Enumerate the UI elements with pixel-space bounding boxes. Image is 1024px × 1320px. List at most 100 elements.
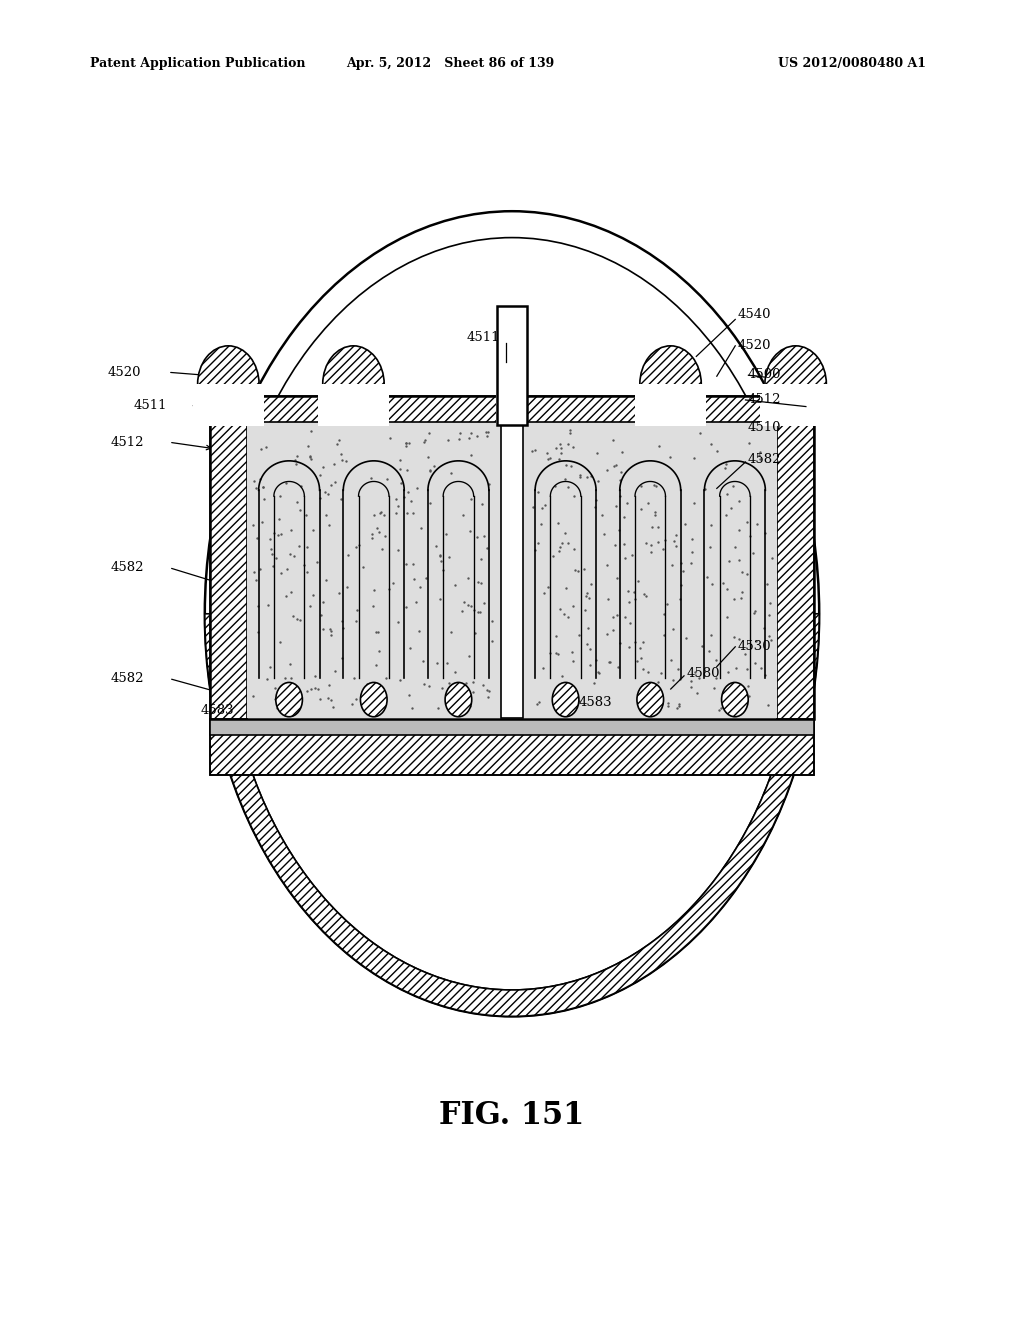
Point [473,572,489,593]
Point [406,553,422,574]
Point [692,422,709,444]
Point [577,599,593,620]
Point [718,688,734,709]
Text: 4500: 4500 [748,368,781,381]
Point [690,668,707,689]
Point [479,678,496,700]
Point [662,446,678,467]
Bar [210,422,247,719]
Point [589,442,605,463]
Point [550,643,566,664]
Point [418,568,434,589]
Point [586,673,602,694]
Point [369,517,385,539]
Point [308,552,325,573]
Point [248,478,264,499]
Point [258,437,274,458]
Point [249,527,265,548]
Point [734,581,751,602]
Point [447,574,464,595]
Point [256,488,272,510]
Bar [496,306,528,425]
Point [725,475,741,496]
Point [259,595,275,616]
Point [250,622,266,643]
Point [322,618,338,639]
Point [440,690,457,711]
Point [303,421,319,442]
Point [645,696,662,717]
Point [429,652,445,673]
Point [299,436,315,457]
Point [348,536,365,557]
Point [643,541,659,562]
Point [462,696,478,717]
Point [763,630,779,651]
Point [452,422,468,444]
Circle shape [722,682,749,717]
Point [422,461,438,482]
Point [659,594,676,615]
Point [334,648,350,669]
Point [548,438,564,459]
Point [560,532,577,553]
Point [415,651,431,672]
Point [460,568,476,589]
Point [697,478,714,499]
Point [315,455,332,477]
Point [721,550,737,572]
Point [702,515,719,536]
Bar [210,719,814,775]
Point [282,544,298,565]
Point [669,698,685,719]
Point [289,609,305,630]
Point [540,449,556,470]
Point [731,520,748,541]
Point [529,693,546,714]
Point [323,620,339,642]
Ellipse shape [323,345,385,424]
Point [273,523,290,544]
Point [279,585,295,606]
Point [730,549,746,570]
Point [534,498,550,519]
Text: 4520: 4520 [737,339,771,352]
Point [401,433,418,454]
Point [551,541,567,562]
Point [317,482,334,503]
Point [389,611,406,632]
Point [565,595,582,616]
Bar [210,719,814,775]
Point [367,579,383,601]
Text: 4510: 4510 [748,421,781,434]
Point [273,692,290,713]
Point [609,568,626,589]
Point [252,469,268,490]
Point [248,570,264,591]
Text: 4582: 4582 [748,453,781,466]
Point [752,449,768,470]
Point [432,544,449,565]
Point [333,444,349,465]
Bar [317,384,389,426]
Text: Apr. 5, 2012   Sheet 86 of 139: Apr. 5, 2012 Sheet 86 of 139 [346,57,555,70]
Point [406,569,422,590]
Point [715,573,731,594]
Point [399,502,416,523]
Point [439,429,456,450]
Point [684,541,700,562]
Point [655,603,672,624]
Point [305,585,322,606]
Point [738,564,755,585]
Point [465,599,481,620]
Point [702,624,719,645]
Point [709,441,725,462]
Point [587,496,603,517]
Point [265,523,282,544]
Point [542,643,558,664]
Point [272,631,289,652]
Point [416,432,432,453]
Point [443,462,460,483]
Polygon shape [205,614,819,1016]
Point [602,651,618,672]
